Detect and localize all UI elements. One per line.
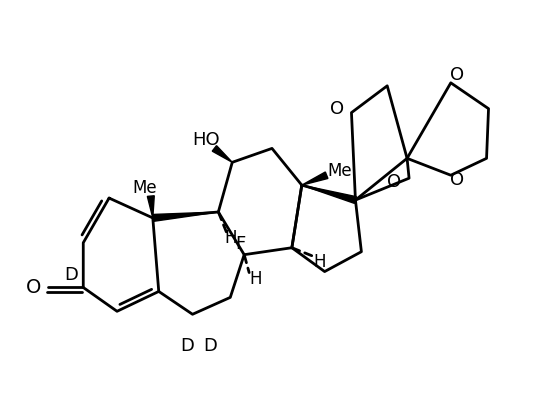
Text: HO: HO — [192, 132, 220, 149]
Polygon shape — [147, 196, 154, 218]
Polygon shape — [302, 172, 328, 185]
Text: H: H — [250, 269, 262, 288]
Text: H: H — [224, 229, 236, 247]
Text: Me: Me — [133, 179, 157, 197]
Text: O: O — [331, 100, 345, 118]
Text: D: D — [64, 266, 78, 283]
Polygon shape — [152, 212, 218, 221]
Text: O: O — [450, 66, 464, 84]
Text: O: O — [450, 171, 464, 189]
Text: D: D — [180, 337, 195, 355]
Text: H: H — [313, 253, 326, 271]
Text: O: O — [26, 278, 41, 297]
Text: Me: Me — [327, 162, 352, 180]
Text: O: O — [387, 173, 401, 191]
Text: D: D — [203, 337, 217, 355]
Polygon shape — [212, 146, 233, 162]
Polygon shape — [302, 185, 356, 203]
Text: F: F — [235, 235, 246, 253]
